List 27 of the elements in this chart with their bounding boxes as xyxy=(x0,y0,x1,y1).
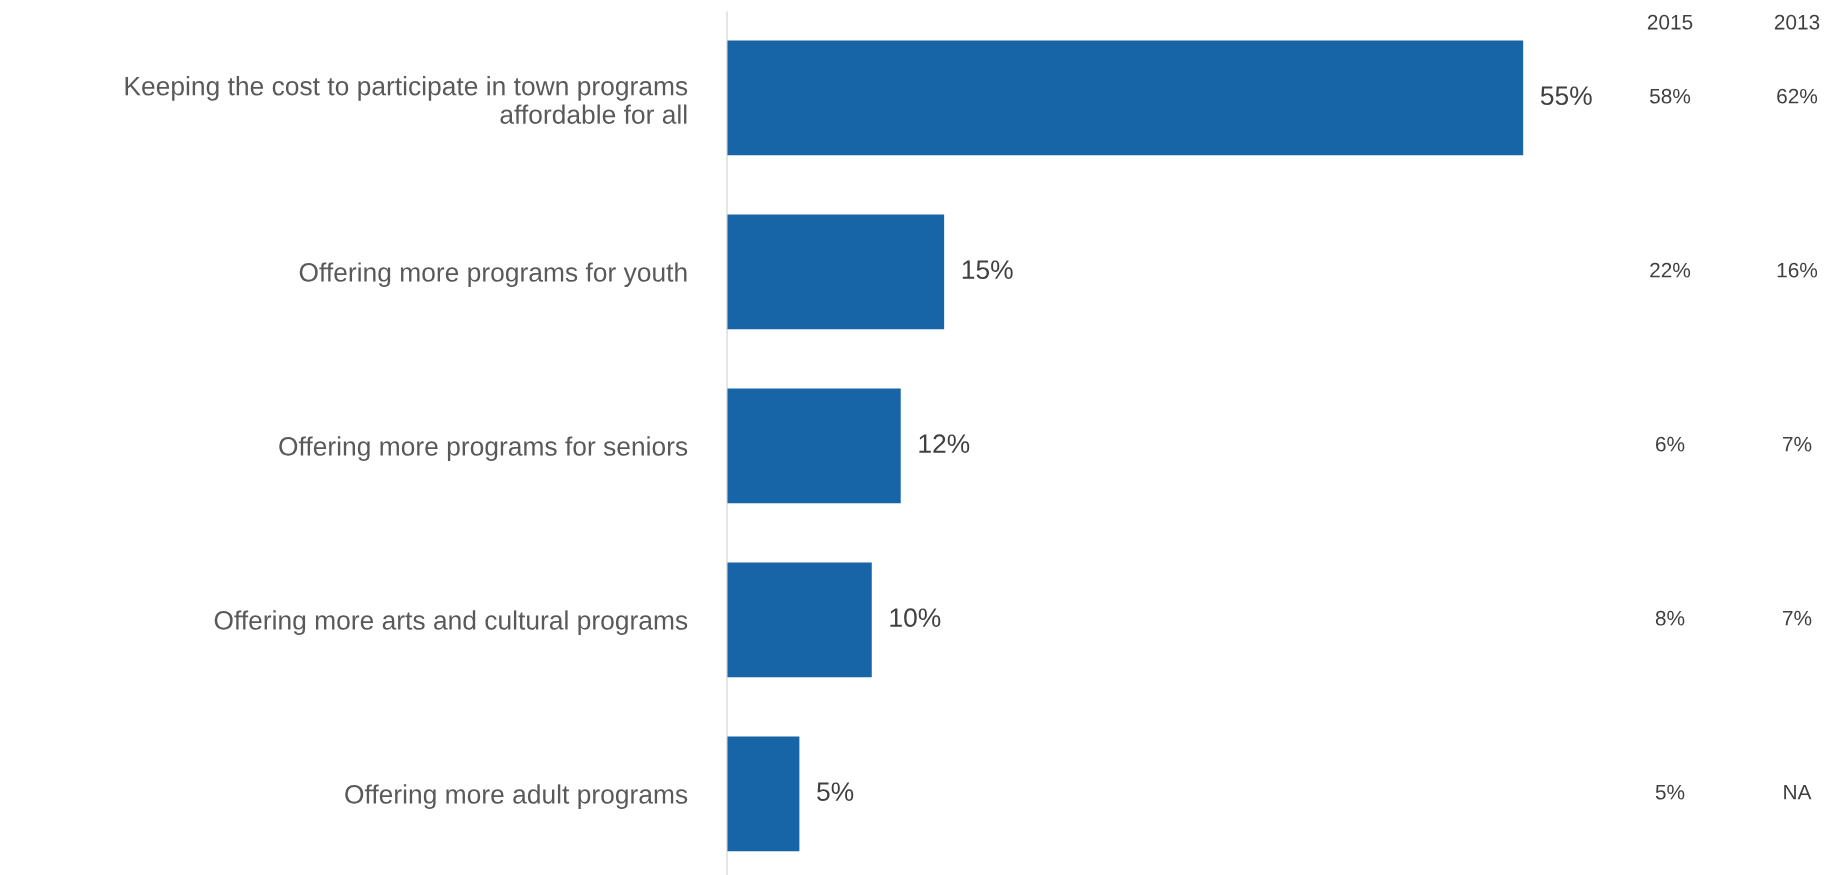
data-label: 12% xyxy=(919,434,970,453)
y-tick-label: Keeping the cost to participate in town programs affordable for all xyxy=(125,76,688,124)
y-tick-label: Offering more arts and cultural programs xyxy=(214,610,688,635)
text: 7% xyxy=(1783,610,1812,626)
text: 2013 xyxy=(1774,14,1820,30)
y-tick-label: Offering more programs for seniors xyxy=(279,436,688,461)
bar xyxy=(727,736,800,852)
y-tick-label: Offering more adult programs xyxy=(345,784,688,809)
text: 5% xyxy=(1655,784,1685,800)
text: 22% xyxy=(1650,262,1691,278)
bar xyxy=(727,562,872,678)
text: NA xyxy=(1784,784,1812,800)
data-label: 15% xyxy=(962,260,1013,280)
bar xyxy=(727,40,1524,156)
bar xyxy=(727,388,901,504)
bar xyxy=(727,214,945,330)
text: 2015 xyxy=(1647,14,1693,30)
data-label: 5% xyxy=(817,782,854,801)
data-label: 10% xyxy=(890,608,941,628)
text: 62% xyxy=(1777,88,1818,104)
data-label: 55% xyxy=(1540,86,1592,106)
y-tick-label: Offering more programs for youth xyxy=(299,262,687,287)
text: 8% xyxy=(1655,610,1685,626)
text: 16% xyxy=(1777,262,1818,278)
text: 7% xyxy=(1783,436,1812,452)
text: 58% xyxy=(1649,88,1691,104)
text: 6% xyxy=(1656,436,1685,452)
